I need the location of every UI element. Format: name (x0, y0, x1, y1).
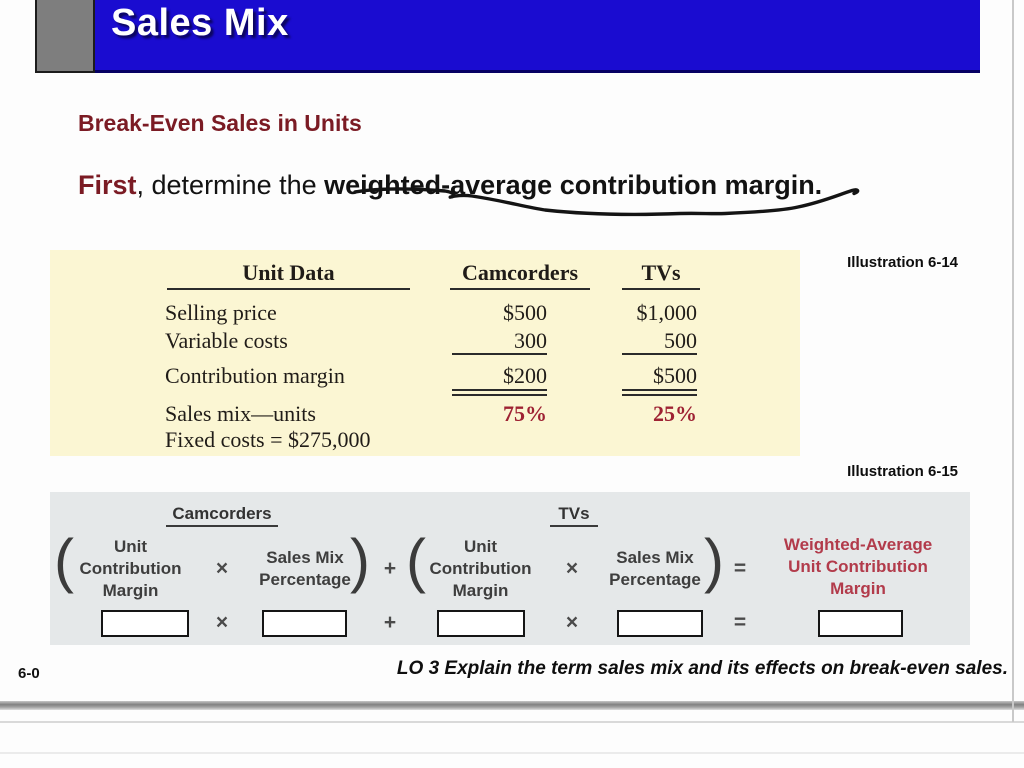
blank-value-box-3[interactable] (437, 610, 525, 637)
table-header-camcorders: Camcorders (450, 260, 590, 290)
page-number: 6-0 (18, 665, 40, 682)
times-sign: × (565, 557, 579, 580)
slide-right-border (1012, 0, 1014, 722)
row-label: Selling price (165, 300, 277, 325)
equals-sign: = (733, 611, 747, 634)
subtotal-rule (622, 353, 697, 355)
divider-line (0, 721, 1024, 723)
table-header-unit-data: Unit Data (167, 260, 410, 290)
table-row: Variable costs 300 500 (50, 328, 800, 354)
times-sign: × (215, 611, 229, 634)
unit-contribution-margin-label: Unit Contribution Margin (79, 537, 182, 600)
title-accent-square (35, 0, 95, 73)
total-double-rule (452, 389, 547, 396)
illustration-label-6-14: Illustration 6-14 (847, 254, 958, 271)
camcorders-value: 300 (514, 328, 547, 353)
open-paren: ( (54, 527, 74, 594)
table-row: Selling price $500 $1,000 (50, 300, 800, 326)
sales-mix-percentage-label: Sales Mix Percentage (609, 548, 701, 589)
times-sign: × (565, 611, 579, 634)
subtotal-rule (452, 353, 547, 355)
formula-group-camcorders: Camcorders (166, 504, 278, 527)
fixed-costs-note: Fixed costs = $275,000 (165, 427, 371, 452)
plus-sign: + (383, 557, 397, 580)
weighted-average-formula-panel: Camcorders TVs ( Unit Contribution Margi… (50, 492, 970, 645)
lead-sentence: First, determine the weighted-average co… (78, 170, 822, 201)
blank-value-box-5[interactable] (818, 610, 903, 637)
slide-bottom-border (0, 701, 1024, 710)
row-label: Variable costs (165, 328, 288, 353)
blank-value-box-4[interactable] (617, 610, 703, 637)
row-label: Contribution margin (165, 363, 345, 388)
row-label: Sales mix—units (165, 401, 316, 426)
close-paren: ) (704, 527, 724, 594)
illustration-label-6-15: Illustration 6-15 (847, 463, 958, 480)
title-bar: Sales Mix (95, 0, 980, 73)
weighted-average-result-label: Weighted-Average Unit Contribution Margi… (783, 535, 933, 598)
camcorders-value: $500 (503, 300, 547, 325)
camcorders-mix-percent: 75% (503, 401, 547, 426)
tvs-value: $1,000 (636, 300, 698, 325)
learning-objective: LO 3 Explain the term sales mix and its … (396, 658, 1008, 679)
camcorders-value: $200 (503, 363, 547, 388)
unit-data-table: Unit Data Camcorders TVs Selling price $… (50, 250, 800, 456)
close-paren: ) (350, 527, 370, 594)
lead-emphasis-text: weighted-average contribution margin. (324, 170, 823, 200)
slide-title: Sales Mix (111, 2, 289, 44)
table-row: Contribution margin $200 $500 (50, 363, 800, 389)
section-heading: Break-Even Sales in Units (78, 110, 362, 136)
equals-sign: = (733, 557, 747, 580)
times-sign: × (215, 557, 229, 580)
lead-middle-text: , determine the (136, 170, 325, 200)
formula-group-tvs: TVs (550, 504, 598, 527)
unit-contribution-margin-label: Unit Contribution Margin (429, 537, 532, 600)
blank-value-box-1[interactable] (101, 610, 189, 637)
lead-first-word: First (78, 170, 137, 200)
plus-sign: + (383, 611, 397, 634)
total-double-rule (622, 389, 697, 396)
open-paren: ( (406, 527, 426, 594)
sales-mix-percentage-label: Sales Mix Percentage (259, 548, 351, 589)
tvs-value: 500 (664, 328, 697, 353)
tvs-mix-percent: 25% (653, 401, 697, 426)
table-row: Sales mix—units 75% 25% (50, 401, 800, 427)
blank-value-box-2[interactable] (262, 610, 347, 637)
divider-line (0, 752, 1024, 754)
table-header-tvs: TVs (622, 260, 700, 290)
tvs-value: $500 (653, 363, 697, 388)
